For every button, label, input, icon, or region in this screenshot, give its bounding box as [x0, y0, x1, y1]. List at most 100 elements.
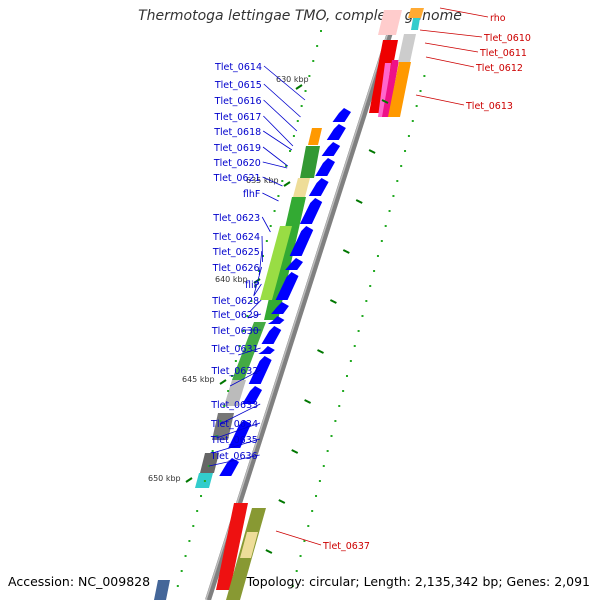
gene-label-tlet_0625[interactable]: Tlet_0625 — [212, 247, 260, 258]
gene-label-tlet_0624[interactable]: Tlet_0624 — [212, 232, 260, 243]
gene-label-tlet_0630[interactable]: Tlet_0630 — [211, 326, 259, 337]
guide-dot — [415, 105, 418, 107]
guide-dot — [300, 105, 303, 107]
guide-dot — [338, 405, 341, 407]
gene-arrow — [299, 198, 323, 224]
gene-label-flhf[interactable]: flhF — [243, 189, 260, 200]
gene-label-tlet_0626[interactable]: Tlet_0626 — [212, 263, 260, 274]
gene-block-orange-top — [408, 8, 424, 18]
gene-label-tlet_0611[interactable]: Tlet_0611 — [479, 48, 527, 59]
guide-dot — [369, 285, 372, 287]
guide-dot — [330, 435, 333, 437]
gene-block-orange — [388, 62, 411, 117]
gene-label-tlet_0623[interactable]: Tlet_0623 — [212, 213, 260, 224]
guide-tick — [368, 149, 376, 154]
gene-label-tlet_0634[interactable]: Tlet_0634 — [210, 419, 258, 430]
guide-dot — [250, 300, 253, 302]
gene-leader-line — [209, 454, 260, 467]
gene-label-tlet_0629[interactable]: Tlet_0629 — [211, 310, 259, 321]
guide-dot — [291, 585, 294, 587]
gene-block-orange — [308, 128, 322, 145]
left-gene-leaders: Tlet_0614 Tlet_0615 Tlet_0616 Tlet_0617 Tlet… — [209, 62, 306, 467]
guide-dot — [289, 150, 292, 152]
guide-dot — [311, 510, 314, 512]
gene-label-tlet_0620[interactable]: Tlet_0620 — [213, 158, 261, 169]
gene-arrow — [285, 258, 303, 270]
gene-block-lightgreen — [260, 226, 292, 300]
guide-tick — [355, 199, 363, 204]
gene-arrow — [326, 124, 346, 140]
gene-label-tlet_0612[interactable]: Tlet_0612 — [475, 63, 523, 74]
guide-dot — [308, 75, 311, 77]
gene-label-tlet_0621[interactable]: Tlet_0621 — [213, 173, 261, 184]
gene-label-flip[interactable]: fliP — [245, 280, 260, 291]
gene-leader-line — [425, 56, 475, 68]
gene-leader-line — [419, 29, 483, 38]
forward-strand-arrows — [219, 108, 351, 476]
gene-arrow — [219, 458, 239, 476]
gene-leader-line — [261, 216, 271, 233]
guide-dot — [296, 120, 299, 122]
guide-dot — [423, 75, 426, 77]
right-gene-leaders: rho Tlet_0610 Tlet_0611 Tlet_0612 Tlet_0613 T… — [275, 7, 531, 552]
gene-block-gray — [224, 380, 246, 406]
gene-block-pink — [378, 63, 391, 117]
gene-leader-line — [263, 115, 294, 147]
guide-dot — [281, 180, 284, 182]
guide-dot — [223, 405, 226, 407]
gene-arrow — [332, 108, 351, 122]
guide-dot — [196, 510, 199, 512]
guide-dot — [292, 135, 295, 137]
ruler-tick — [283, 181, 291, 187]
gene-label-tlet_0610[interactable]: Tlet_0610 — [483, 33, 531, 44]
guide-dot — [361, 315, 364, 317]
guide-dot — [254, 285, 257, 287]
guide-dot — [357, 330, 360, 332]
guide-dot — [411, 120, 414, 122]
gene-label-tlet_0618[interactable]: Tlet_0618 — [213, 127, 261, 138]
gene-label-tlet_0632[interactable]: Tlet_0632 — [210, 366, 258, 377]
guide-tick — [317, 349, 324, 354]
gene-label-tlet_0619[interactable]: Tlet_0619 — [213, 143, 261, 154]
guide-dot — [188, 540, 191, 542]
guide-dot — [215, 435, 218, 437]
gene-label-tlet_0637[interactable]: Tlet_0637 — [322, 541, 370, 552]
gene-label-tlet_0631[interactable]: Tlet_0631 — [211, 344, 259, 355]
guide-dot — [345, 375, 348, 377]
gene-label-tlet_0615[interactable]: Tlet_0615 — [214, 80, 262, 91]
gene-label-tlet_0636[interactable]: Tlet_0636 — [210, 451, 258, 462]
gene-leader-line — [216, 422, 261, 439]
gene-leader-line — [439, 7, 489, 18]
guide-tick — [304, 399, 312, 404]
gene-label-tlet_0616[interactable]: Tlet_0616 — [214, 96, 262, 107]
gene-label-rho[interactable]: rho — [490, 13, 506, 24]
gene-leader-line — [263, 65, 306, 101]
gene-leader-line — [415, 94, 465, 106]
guide-dot — [299, 555, 302, 557]
gene-leader-line — [258, 250, 263, 276]
guide-dot — [349, 360, 352, 362]
guide-dot — [380, 240, 383, 242]
gene-block-darkgreen — [264, 197, 306, 320]
guide-dot — [342, 390, 345, 392]
guide-dot — [353, 345, 356, 347]
guide-dot — [238, 345, 241, 347]
guide-dot — [376, 255, 379, 257]
guide-dot — [285, 165, 288, 167]
gene-label-tlet_0633[interactable]: Tlet_0633 — [210, 400, 258, 411]
gene-label-tlet_0614[interactable]: Tlet_0614 — [214, 62, 262, 73]
guide-dot — [265, 240, 268, 242]
ruler-label: 635 kbp — [246, 176, 279, 185]
gene-leader-line — [238, 347, 261, 356]
gene-arrow — [315, 158, 335, 176]
gene-leader-line — [262, 146, 288, 167]
guide-dot — [211, 450, 214, 452]
gene-label-tlet_0613[interactable]: Tlet_0613 — [465, 101, 513, 112]
gene-label-tlet_0635[interactable]: Tlet_0635 — [210, 435, 258, 446]
gene-label-tlet_0617[interactable]: Tlet_0617 — [213, 112, 261, 123]
guide-dot — [373, 270, 376, 272]
guide-dot — [404, 150, 407, 152]
gene-label-tlet_0628[interactable]: Tlet_0628 — [211, 296, 259, 307]
guide-dot — [419, 90, 422, 92]
